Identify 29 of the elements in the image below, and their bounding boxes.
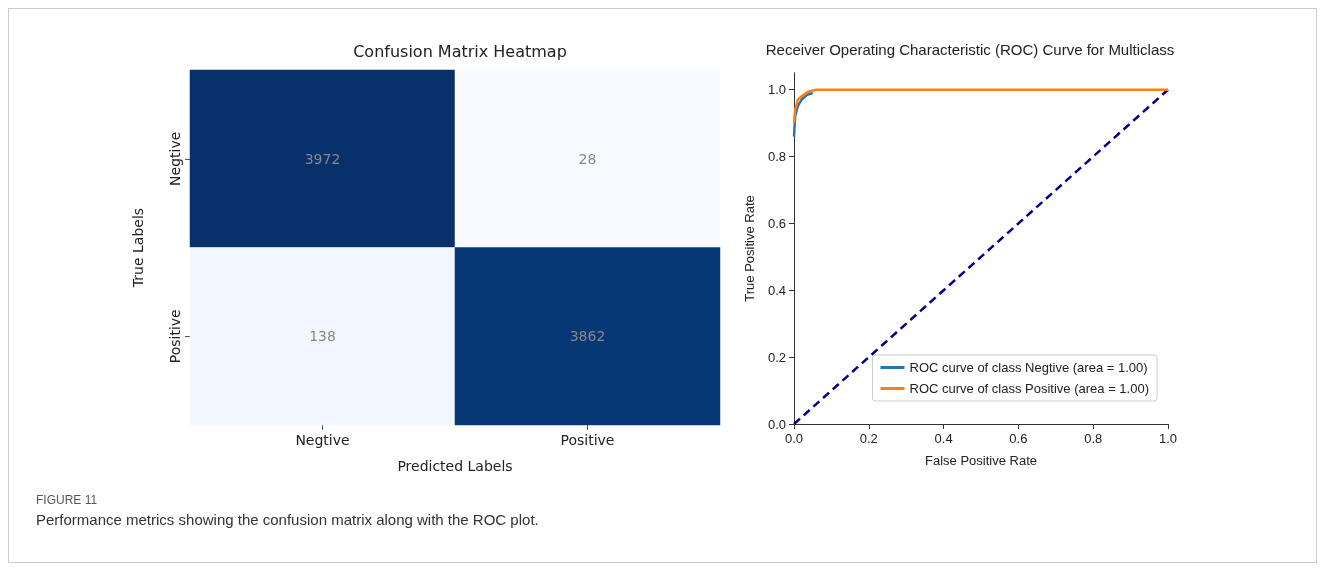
x-axis-title: False Positive Rate	[925, 453, 1037, 468]
y-tick-label: 0.2	[767, 349, 786, 365]
data-label: 138	[309, 328, 336, 345]
data-label: 3972	[304, 150, 341, 167]
x-tick-label: 0.8	[1084, 431, 1103, 446]
caption: FIGURE 11	[36, 493, 99, 507]
y-tick-label: 1.0	[767, 82, 786, 98]
x-tick-label: Negtive	[295, 432, 350, 448]
y-tick-label: 0.8	[767, 149, 786, 165]
data-label: 3862	[569, 328, 606, 345]
legend-label: ROC curve of class Positive (area = 1.00)	[909, 381, 1150, 396]
legend-label: ROC curve of class Negtive (area = 1.00)	[909, 360, 1148, 375]
x-tick-label: 0.6	[1009, 431, 1028, 446]
x-tick-label: 0.0	[784, 431, 804, 446]
y-tick-label: 0.6	[767, 215, 786, 231]
x-axis-title: Predicted Labels	[397, 458, 513, 474]
y-axis-title: True Labels	[130, 207, 146, 289]
chart-title: Receiver Operating Characteristic (ROC) Curve for Multiclass	[765, 41, 1175, 58]
y-axis-title: True Positive Rate	[742, 195, 757, 302]
x-tick-label: Positive	[560, 432, 615, 448]
y-tick-label: 0.4	[767, 282, 786, 298]
line-series	[792, 88, 1170, 125]
x-tick-label: 0.4	[934, 431, 953, 446]
data-label: 28	[578, 150, 597, 167]
x-tick-label: 0.2	[859, 431, 878, 446]
y-tick-label: 0.0	[767, 416, 786, 432]
text: Performance metrics showing the confusion matrix along with the ROC plot.	[36, 511, 539, 528]
x-tick-label: 1.0	[1158, 431, 1178, 446]
chart-title: Confusion Matrix Heatmap	[353, 41, 567, 61]
